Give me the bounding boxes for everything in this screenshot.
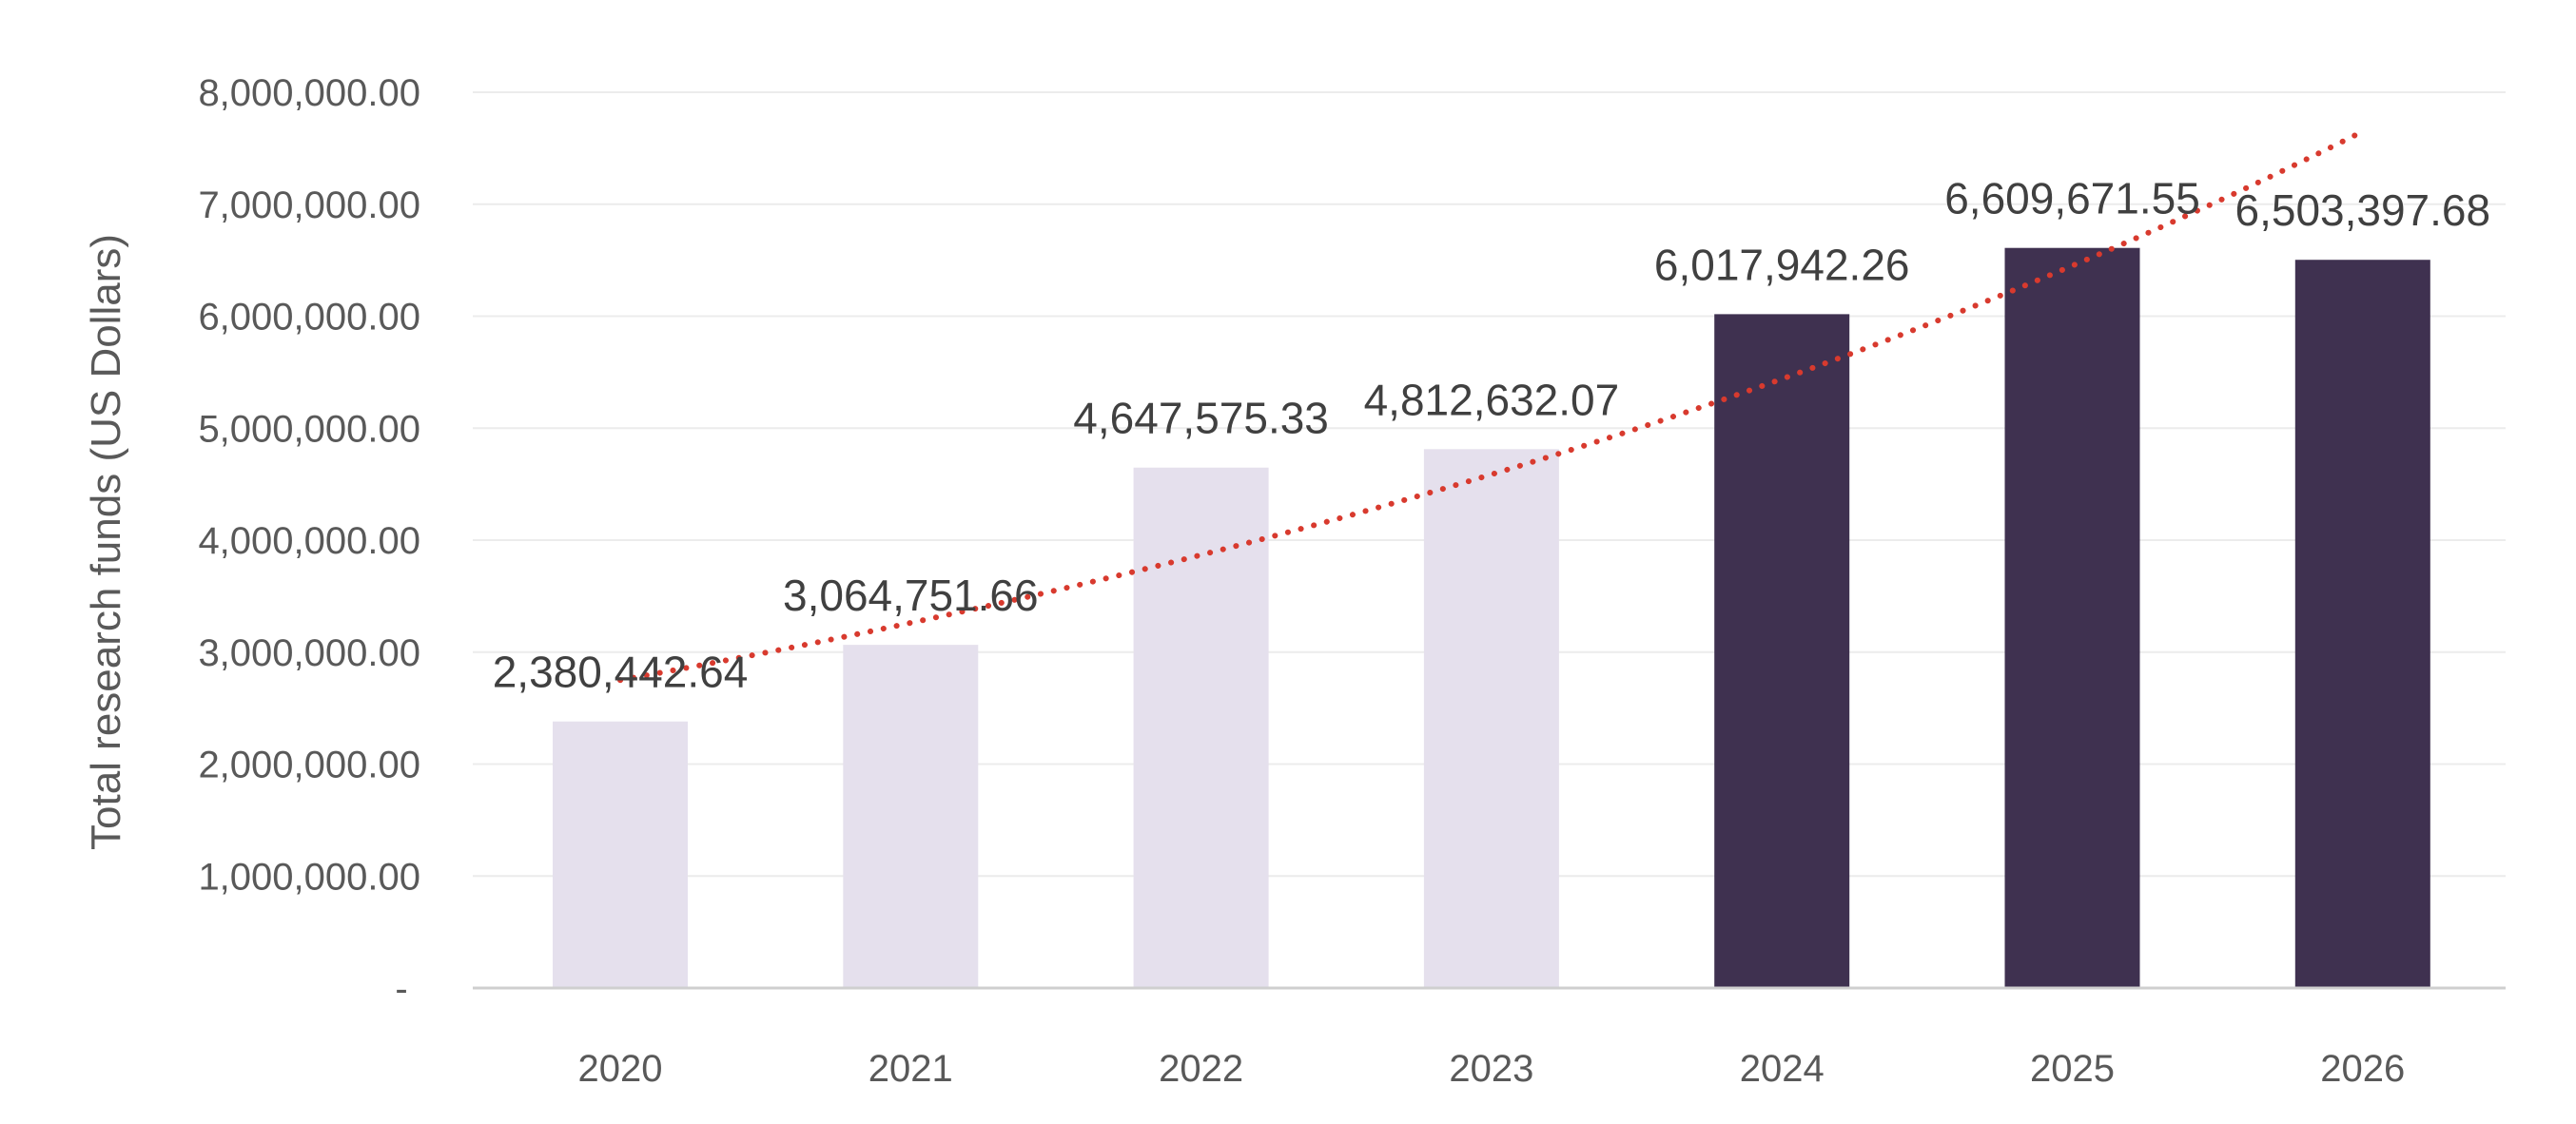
- y-tick-label: 5,000,000.00: [198, 408, 420, 450]
- bar-2020: [553, 721, 688, 988]
- bar-2023: [1423, 449, 1559, 988]
- x-tick-label: 2021: [868, 1048, 953, 1090]
- y-tick-label: -: [395, 968, 407, 1010]
- y-tick-label: 4,000,000.00: [198, 520, 420, 562]
- bar-2021: [843, 645, 979, 988]
- trendline: [617, 128, 2366, 684]
- x-axis-ticks: 2020 2021 2022 2023 2024 2025 2026: [578, 1048, 2406, 1090]
- y-tick-label: 1,000,000.00: [198, 856, 420, 898]
- data-label: 4,647,575.33: [1073, 394, 1329, 443]
- x-tick-label: 2020: [578, 1048, 663, 1090]
- x-tick-label: 2026: [2320, 1048, 2405, 1090]
- y-tick-label: 6,000,000.00: [198, 297, 420, 339]
- bar-2024: [1714, 314, 1850, 988]
- x-tick-label: 2025: [2030, 1048, 2115, 1090]
- bar-2025: [2004, 247, 2140, 988]
- y-tick-label: 8,000,000.00: [198, 72, 420, 114]
- data-label: 3,064,751.66: [783, 571, 1039, 620]
- y-axis-label: Total research funds (US Dollars): [83, 234, 129, 850]
- data-label: 6,017,942.26: [1654, 240, 1910, 289]
- y-tick-label: 2,000,000.00: [198, 745, 420, 786]
- data-label: 6,503,397.68: [2235, 185, 2491, 235]
- bar-2022: [1133, 467, 1269, 988]
- data-labels: 2,380,442.64 3,064,751.66 4,647,575.33 4,81…: [493, 174, 2490, 697]
- bar-2026: [2294, 260, 2430, 988]
- data-label: 2,380,442.64: [493, 648, 749, 697]
- trendline-layer: [617, 128, 2366, 684]
- data-label: 4,812,632.07: [1364, 375, 1620, 424]
- y-tick-label: 3,000,000.00: [198, 632, 420, 674]
- x-tick-label: 2024: [1740, 1048, 1825, 1090]
- data-label: 6,609,671.55: [1944, 174, 2200, 223]
- bars: [553, 247, 2430, 988]
- y-axis-ticks: - 1,000,000.00 2,000,000.00 3,000,000.00 4,0…: [198, 72, 420, 1010]
- y-tick-label: 7,000,000.00: [198, 184, 420, 226]
- x-tick-label: 2023: [1449, 1048, 1533, 1090]
- x-tick-label: 2022: [1159, 1048, 1243, 1090]
